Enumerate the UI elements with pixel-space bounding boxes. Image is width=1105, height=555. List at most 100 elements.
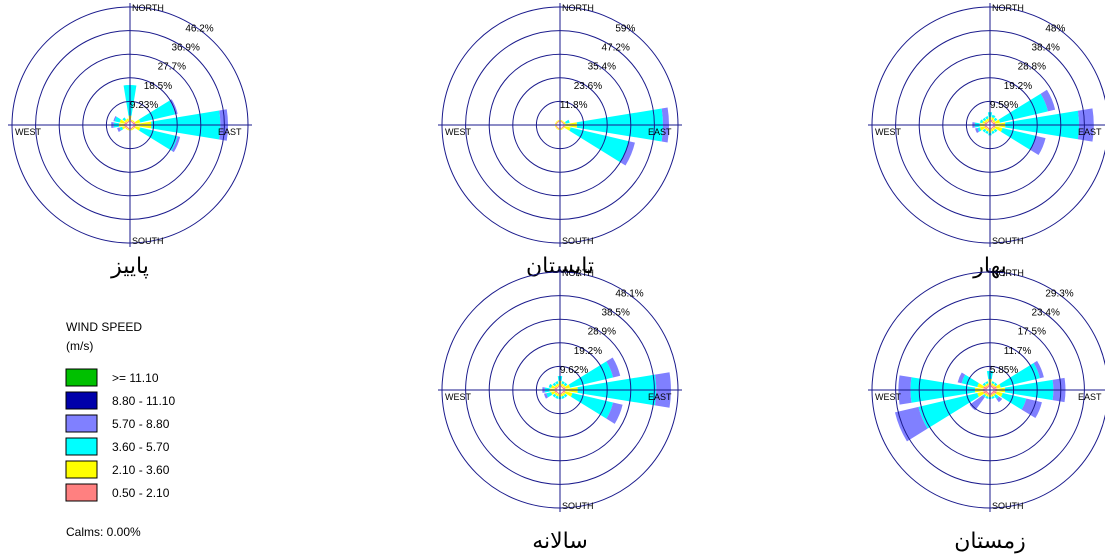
petal-WSW-0-50-2-10	[984, 125, 988, 128]
petal-WNW-0-50-2-10	[556, 122, 558, 125]
petal-ESE-5-70-8-80	[620, 141, 635, 166]
ring-label-4: 38.5%	[601, 308, 629, 319]
petal-WSW-2-10-3-60	[555, 125, 557, 128]
petal-ENE-5-70-8-80	[1033, 360, 1044, 379]
petal-SE-2-10-3-60	[562, 392, 566, 396]
petal-NW-0-50-2-10	[556, 121, 559, 124]
legend-item: >= 11.10	[65, 368, 159, 387]
ring-label-3: 27.7%	[158, 62, 186, 73]
petal-NNE-0-50-2-10	[990, 385, 993, 388]
legend-title: WIND SPEED	[66, 320, 142, 334]
petal-ENE-2-10-3-60	[994, 119, 1001, 124]
petal-SW-2-10-3-60	[984, 127, 988, 131]
petal-SW-0-50-2-10	[986, 126, 989, 129]
ring-label-1: 11.8%	[560, 100, 588, 111]
petal-NNE-2-10-3-60	[560, 383, 564, 387]
petal-NNE-0-50-2-10	[130, 120, 133, 123]
ring-label-5: 48.1%	[615, 289, 643, 300]
ring-label-3: 35.4%	[588, 62, 616, 73]
petal-ESE-2-10-3-60	[564, 391, 573, 397]
petal-NNE-0-50-2-10	[560, 121, 563, 123]
petal-WNW-2-10-3-60	[982, 120, 986, 124]
petal-SW-0-50-2-10	[556, 391, 559, 394]
label-west: WEST	[875, 127, 902, 137]
petal-ENE-5-70-8-80	[1040, 89, 1056, 112]
petal-SSW-2-10-3-60	[986, 394, 989, 397]
legend-items: >= 11.10 8.80 - 11.10 5.70 - 8.80 3.60 - 5.…	[65, 368, 175, 502]
petal-SSE-2-10-3-60	[560, 128, 563, 130]
petal-ESE-2-10-3-60	[995, 391, 1003, 397]
legend-item: 3.60 - 5.70	[65, 437, 170, 456]
petal-NNW-0-50-2-10	[557, 121, 560, 123]
legend-item: 8.80 - 11.10	[65, 391, 175, 410]
label-west: WEST	[875, 392, 902, 402]
petal-SW-2-10-3-60	[984, 392, 988, 396]
petal-NNW-0-50-2-10	[987, 120, 990, 123]
ring-label-2: 18.5%	[144, 81, 172, 92]
legend-item: 0.50 - 2.10	[65, 483, 170, 502]
panel-title: پاییز	[110, 254, 149, 279]
petal-NW-3-60-5-70	[982, 382, 986, 386]
petal-WSW-0-50-2-10	[124, 125, 128, 128]
petal-SSW-3-60-5-70	[985, 395, 989, 399]
ring-label-1: 9.23%	[130, 100, 158, 111]
petal-SE-2-10-3-60	[132, 127, 135, 130]
petal-ENE-0-50-2-10	[562, 387, 566, 390]
legend-calms: Calms: 0.00%	[66, 525, 141, 539]
label-east: EAST	[1078, 127, 1102, 137]
petal-ESE-3-60-5-70	[569, 127, 630, 163]
petal-ENE-2-10-3-60	[134, 119, 141, 124]
legend-swatch	[65, 414, 98, 433]
petal-NW-0-50-2-10	[985, 385, 989, 389]
legend-swatch	[65, 483, 98, 502]
petal-ESE-0-50-2-10	[132, 125, 136, 128]
petal-NW-0-50-2-10	[126, 121, 129, 124]
label-north: NORTH	[132, 3, 164, 13]
petal-ENE-2-10-3-60	[995, 384, 1001, 389]
petal-NNE-2-10-3-60	[560, 120, 563, 122]
ring-label-2: 23.6%	[574, 81, 602, 92]
petal-ESE-3-60-5-70	[139, 127, 178, 151]
petal-NW-2-10-3-60	[555, 120, 558, 123]
label-west: WEST	[15, 127, 42, 137]
petal-SSE-0-50-2-10	[990, 392, 993, 395]
petal-SSE-0-50-2-10	[560, 392, 563, 395]
legend-label: 5.70 - 8.80	[112, 417, 170, 431]
ring-label-5: 29.3%	[1045, 289, 1073, 300]
ring-label-3: 17.5%	[1018, 327, 1046, 338]
petal-WSW-3-60-5-70	[918, 393, 979, 429]
petal-SSW-2-10-3-60	[127, 128, 130, 131]
wind-rose-4: 9.62% 19.2% 28.9% 38.5% 48.1% NORTH SOUTH WEST E…	[438, 268, 682, 554]
petal-SSW-2-10-3-60	[556, 393, 560, 397]
label-east: EAST	[648, 127, 672, 137]
petal-SW-0-50-2-10	[556, 126, 559, 129]
ring-label-4: 38.4%	[1031, 43, 1059, 54]
petal-WNW-3-60-5-70	[961, 374, 979, 387]
petal-SE-0-50-2-10	[991, 126, 994, 129]
petal-SE-3-60-5-70	[993, 128, 998, 133]
petal-WNW-0-50-2-10	[554, 387, 558, 390]
petal-SE-0-50-2-10	[561, 391, 564, 394]
petal-NNE-0-50-2-10	[560, 385, 563, 388]
petal-NNW-2-10-3-60	[986, 383, 989, 386]
petal-NNW-3-60-5-70	[555, 381, 559, 385]
wind-rose-1: 9.23% 18.5% 27.7% 36.9% 46.2% NORTH SOUTH WEST E…	[8, 3, 252, 279]
petal-NE-0-50-2-10	[131, 121, 134, 124]
legend-label: 0.50 - 2.10	[112, 486, 170, 500]
label-south: SOUTH	[992, 236, 1024, 246]
petal-NE-2-10-3-60	[992, 384, 996, 388]
petal-ENE-0-50-2-10	[992, 386, 997, 390]
petal-NE-0-50-2-10	[561, 121, 564, 124]
petal-SW-3-60-5-70	[982, 128, 987, 133]
petal-SW-3-60-5-70	[552, 393, 557, 398]
ring-label-3: 28.8%	[1018, 62, 1046, 73]
legend-label: 2.10 - 3.60	[112, 463, 170, 477]
petal-SE-2-10-3-60	[992, 392, 996, 396]
label-west: WEST	[445, 127, 472, 137]
panel-title: زمستان	[954, 529, 1026, 554]
petal-SSW-3-60-5-70	[985, 130, 989, 134]
ring-label-4: 36.9%	[171, 43, 199, 54]
label-east: EAST	[648, 392, 672, 402]
legend-item: 5.70 - 8.80	[65, 414, 170, 433]
wind-rose-5: 5.85% 11.7% 17.5% 23.4% 29.3% NORTH SOUTH WEST E…	[868, 268, 1105, 554]
